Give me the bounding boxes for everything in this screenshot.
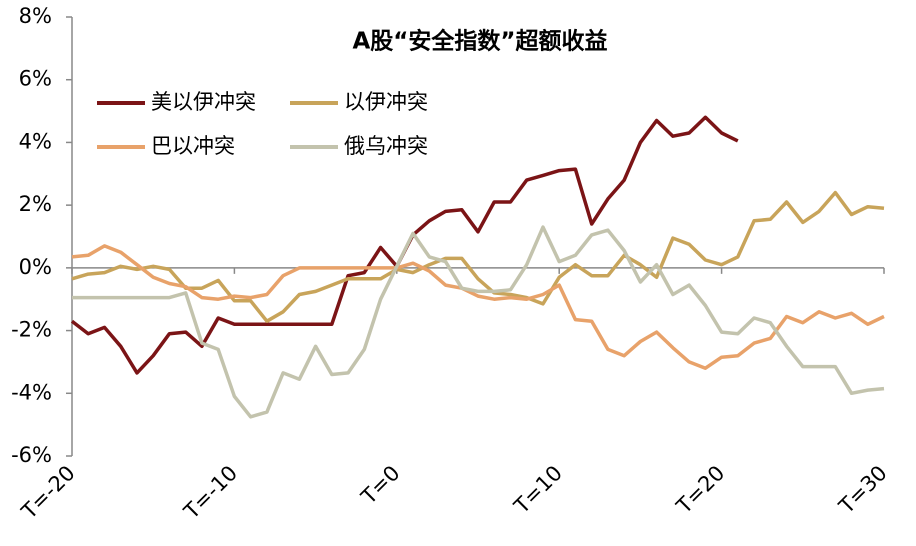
legend-label: 以伊冲突 [344, 90, 428, 114]
legend-label: 美以伊冲突 [151, 90, 256, 114]
legend-label: 俄乌冲突 [344, 134, 428, 158]
y-tick-label: -4% [11, 380, 52, 404]
y-tick-label: 6% [19, 67, 52, 91]
chart-title: A股“安全指数”超额收益 [352, 28, 607, 55]
x-tick-label: T=-10 [179, 461, 242, 524]
legend-label: 巴以冲突 [151, 134, 235, 158]
y-tick-label: 8% [19, 4, 52, 28]
x-tick-label: T=10 [509, 461, 567, 519]
x-tick-label: T=20 [671, 461, 729, 519]
y-tick-label: -2% [11, 318, 52, 342]
series-line [71, 190, 885, 323]
series-line [72, 225, 885, 419]
x-tick-label: T=0 [356, 461, 405, 510]
y-tick-label: 0% [19, 255, 52, 279]
y-tick-label: -6% [11, 443, 52, 467]
x-tick-label: T=30 [834, 461, 892, 519]
x-tick-label: T=-20 [16, 461, 79, 524]
y-tick-label: 2% [19, 192, 52, 216]
y-tick-label: 4% [19, 129, 52, 153]
series-line [71, 244, 885, 370]
